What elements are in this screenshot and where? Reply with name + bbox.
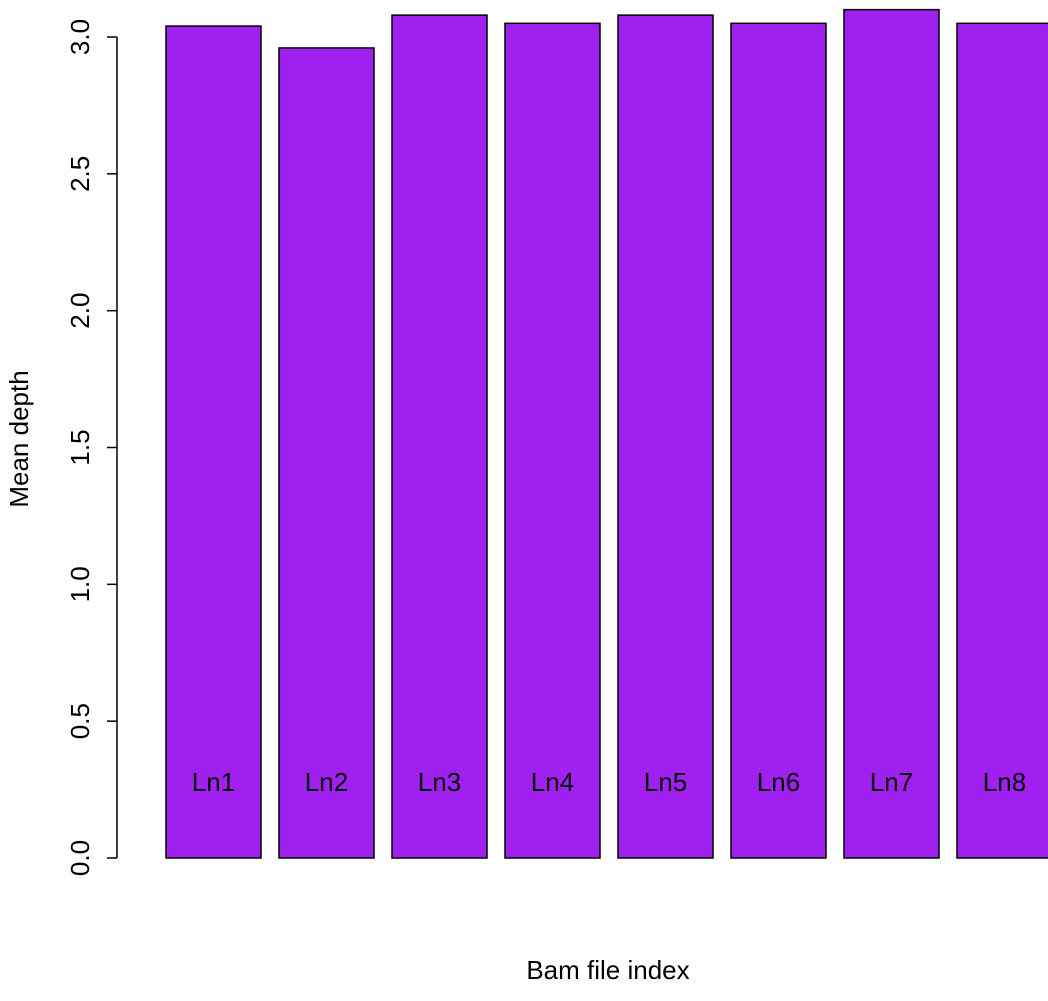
x-tick-label: Ln7 (870, 767, 913, 797)
x-tick-label: Ln3 (418, 767, 461, 797)
y-tick-label: 0.5 (65, 703, 95, 739)
bar-ln4 (504, 22, 601, 859)
y-axis: 0.0 0.5 1.0 1.5 2.0 2.5 3.0 (65, 19, 118, 876)
x-tick-label: Ln5 (644, 767, 687, 797)
x-tick-labels: Ln1 Ln2 Ln3 Ln4 Ln5 Ln6 Ln7 Ln8 (192, 767, 1026, 797)
y-tick-label: 2.5 (65, 156, 95, 192)
y-tick-label: 0.0 (65, 840, 95, 876)
x-tick-label: Ln6 (757, 767, 800, 797)
bar-ln3 (391, 14, 488, 859)
bar-ln6 (730, 22, 827, 859)
bar-ln7 (843, 8, 940, 859)
y-axis-label: Mean depth (4, 370, 34, 507)
y-tick-label: 1.0 (65, 566, 95, 602)
x-tick-label: Ln4 (531, 767, 574, 797)
y-tick-label: 1.5 (65, 429, 95, 465)
y-tick-label: 3.0 (65, 19, 95, 55)
x-axis-label: Bam file index (526, 955, 689, 985)
x-tick-label: Ln8 (983, 767, 1026, 797)
x-tick-label: Ln2 (305, 767, 348, 797)
y-tick-label: 2.0 (65, 293, 95, 329)
bar-ln5 (617, 14, 714, 859)
bar-ln8 (956, 22, 1048, 859)
bar-ln2 (278, 47, 375, 859)
bar-ln1 (165, 25, 262, 859)
bars (165, 8, 1048, 859)
x-tick-label: Ln1 (192, 767, 235, 797)
